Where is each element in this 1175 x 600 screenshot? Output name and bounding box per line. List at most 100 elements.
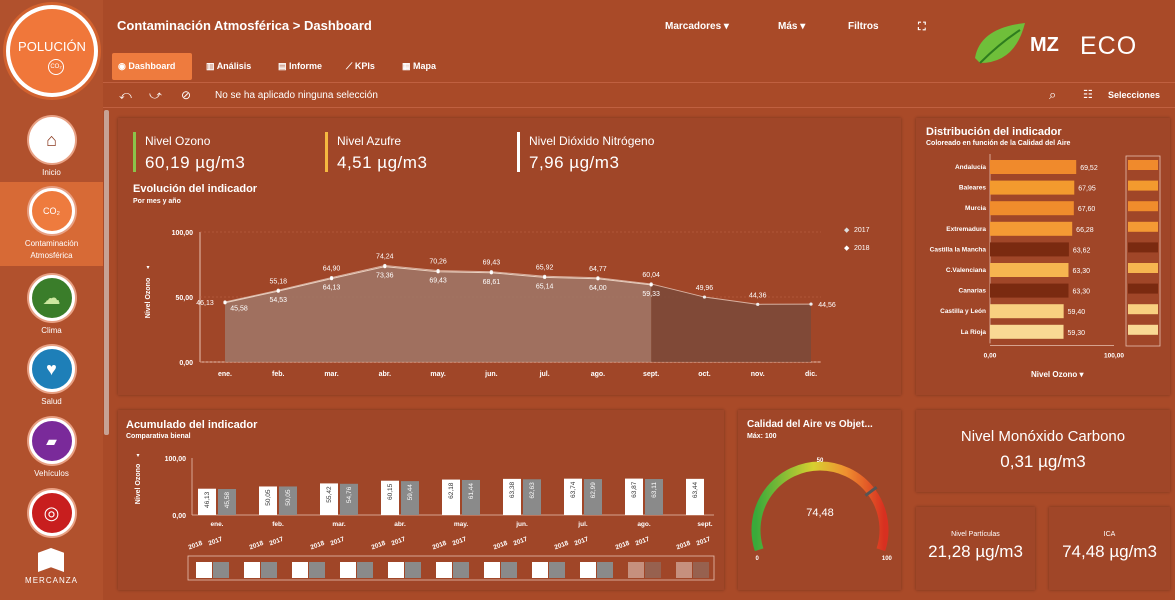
sidebar-item-contaminacion[interactable]: CO₂ Contaminación Atmosférica <box>0 188 103 262</box>
bar-2018 <box>198 488 216 515</box>
x-tick-label: mar. <box>324 371 338 378</box>
year-label-2018: 2018 <box>187 540 203 552</box>
bar-value-label: 59,44 <box>407 484 414 501</box>
year-label-2018: 2018 <box>248 540 264 552</box>
bar-value-label: 50,05 <box>265 489 272 506</box>
bookmarks-menu[interactable]: Marcadores ▾ <box>665 21 729 32</box>
sidebar-item-inicio[interactable]: ⌂ Inicio <box>0 117 103 179</box>
sidebar-item-vehiculos[interactable]: ▰ Vehículos <box>0 418 103 480</box>
year-label-2018: 2018 <box>553 540 569 552</box>
bar-value-label: 69,52 <box>1080 165 1098 172</box>
bar-value-label: 62,63 <box>529 482 536 499</box>
point-2017 <box>702 295 707 299</box>
year-label-2017: 2017 <box>207 536 223 548</box>
tab-informe[interactable]: ▤ Informe <box>272 53 328 80</box>
point-2018 <box>223 301 227 305</box>
overview-bar-2017 <box>597 562 613 578</box>
page-title: Contaminación Atmosférica > Dashboard <box>117 18 372 33</box>
x-tick-label: 100,00 <box>1104 352 1124 359</box>
year-label-2017: 2017 <box>695 536 711 548</box>
gauge-title: Calidad del Aire vs Objet... <box>747 419 873 430</box>
sidebar-item-target[interactable]: ◎ <box>0 490 103 536</box>
overview-bar-2018 <box>628 562 644 578</box>
x-tick-label: sept. <box>643 371 659 378</box>
legend-marker-2017: ◆ <box>844 227 850 234</box>
overview-bar-2018 <box>196 562 212 578</box>
x-tick-label: abr. <box>394 521 406 528</box>
sidebar-item-clima[interactable]: ☁ Clima <box>0 275 103 337</box>
tab-label: Informe <box>289 61 323 71</box>
tab-kpis[interactable]: ⟋ KPIs <box>340 53 381 80</box>
kpi-sulfur-label: Nivel Azufre <box>337 134 402 148</box>
sidebar-item-salud[interactable]: ♥ Salud <box>0 346 103 408</box>
evolution-title: Evolución del indicador <box>133 183 258 195</box>
chevron-down-icon: ▾ <box>723 21 729 32</box>
sidebar-scrollbar[interactable] <box>104 110 109 435</box>
distribution-bar-chart[interactable]: Andalucía 69,52 Baleares 67,95 Murcia 67,60 Ex… <box>916 118 1170 395</box>
tab-analisis[interactable]: ▥ Análisis <box>200 53 257 80</box>
distribution-subtitle: Coloreado en función de la Calidad del A… <box>926 140 1071 147</box>
bar-category-label: Extremadura <box>946 226 986 233</box>
x-tick-label: ago. <box>637 521 651 528</box>
bar-value-label: 50,05 <box>285 489 292 506</box>
tab-dashboard[interactable]: ◉ Dashboard <box>112 53 192 80</box>
app-logo[interactable]: POLUCIÓN CO₂ <box>6 5 98 97</box>
legend-label-2017: 2017 <box>854 227 870 234</box>
x-tick-label: jun. <box>515 521 528 528</box>
selections-button[interactable]: Selecciones <box>1108 90 1161 100</box>
x-tick-label: ago. <box>591 371 605 378</box>
step-back-icon[interactable]: ⤺ <box>119 88 132 102</box>
filters-button[interactable]: Filtros <box>848 21 879 32</box>
sidebar-item-label: Salud <box>41 397 62 406</box>
selections-icon[interactable]: ☷ <box>1083 89 1093 101</box>
accumulated-title: Acumulado del indicador <box>126 419 258 431</box>
data-label-2018: 69,43 <box>429 278 447 285</box>
bar-value-label: 63,38 <box>509 482 516 499</box>
bar-category-label: La Rioja <box>961 329 987 336</box>
tab-mapa[interactable]: ▦ Mapa <box>396 53 442 80</box>
year-label-2018: 2018 <box>675 540 691 552</box>
bar-value-label: 55,42 <box>326 486 333 503</box>
clear-selections-icon[interactable]: ⊘ <box>181 88 192 102</box>
accumulated-bar-chart[interactable]: 100,00 0,00 Nivel Ozono ▾ 46,13 45,58 ene. 2018… <box>118 410 724 590</box>
kpi-no2-label: Nivel Dióxido Nitrógeno <box>529 134 655 148</box>
x-tick-label: feb. <box>272 521 284 528</box>
sidebar-item-label: Clima <box>41 326 62 335</box>
gauge-value-label: 74,48 <box>806 507 834 519</box>
more-menu[interactable]: Más ▾ <box>778 21 805 32</box>
kpi-monoxide-label: Nivel Monóxido Carbono <box>960 428 1126 445</box>
bar-2018 <box>381 480 399 515</box>
air-quality-gauge[interactable]: 74,48 50 0 100 <box>738 410 901 590</box>
bookmarks-label: Marcadores <box>665 21 722 32</box>
gauge-panel: Calidad del Aire vs Objet... Máx: 100 74… <box>738 410 901 590</box>
home-icon: ⌂ <box>28 117 75 163</box>
overview-bar-2017 <box>693 562 709 578</box>
year-label-2017: 2017 <box>634 536 650 548</box>
kpi-no2-accent <box>517 132 520 172</box>
evolution-line-chart[interactable]: 0,00 50,00 100,00 Nivel Ozono ▾ 46,13 55,18 64,… <box>118 118 901 395</box>
bar <box>990 324 1064 339</box>
bar-value-label: 63,30 <box>1072 268 1090 275</box>
overview-bar <box>1128 304 1158 315</box>
bar <box>990 242 1069 257</box>
bar-value-label: 54,76 <box>346 486 353 503</box>
fullscreen-icon[interactable]: ⛶ <box>918 21 926 33</box>
bar <box>990 263 1069 277</box>
bar-value-label: 62,18 <box>448 482 455 499</box>
data-label-2018: 68,61 <box>483 279 501 286</box>
mercanza-logo-icon <box>38 548 64 572</box>
overview-bar-2018 <box>676 562 692 578</box>
data-label-2017: 49,96 <box>696 285 714 292</box>
step-forward-icon[interactable]: ⤻ <box>149 88 162 102</box>
map-icon: ▦ <box>402 61 411 71</box>
bar-2018 <box>564 478 582 515</box>
overview-scroll-frame <box>187 555 715 581</box>
bar <box>990 180 1075 195</box>
search-icon[interactable]: ⌕ <box>1049 87 1057 102</box>
kpi-particles-card: Nivel Partículas 21,28 µg/m3 <box>916 507 1035 590</box>
distribution-xlabel[interactable]: Nivel Ozono ▾ <box>1031 370 1083 379</box>
overview-bar <box>1128 324 1158 335</box>
legend-label-2018: 2018 <box>854 245 870 252</box>
point-2017 <box>809 302 813 306</box>
kpi-ica-card: ICA 74,48 µg/m3 <box>1049 507 1170 590</box>
